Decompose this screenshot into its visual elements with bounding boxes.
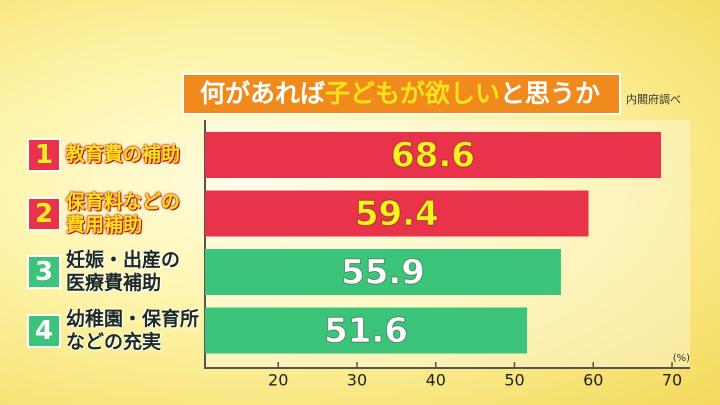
- x-tick-label: 60: [583, 371, 603, 390]
- title-part: と思うか: [500, 79, 600, 108]
- value-label: 59.4: [355, 194, 439, 234]
- x-tick-label: 40: [426, 371, 446, 390]
- rank-label: 2: [27, 196, 61, 231]
- bar: [205, 132, 661, 178]
- value-label: 68.6: [391, 136, 475, 176]
- rank-label: 1: [27, 138, 61, 172]
- chart-title: 何があれば子どもが欲しいと思うか: [200, 79, 600, 108]
- category-label: 保育料などの 費用補助: [66, 190, 181, 236]
- x-tick-label: 70: [662, 371, 682, 390]
- category-label: 教育費の補助: [66, 143, 181, 166]
- title-part: 子どもが欲しい: [325, 79, 500, 108]
- x-tick-label: 20: [268, 371, 288, 390]
- title-box: [182, 73, 621, 115]
- rank-label: 4: [27, 313, 61, 348]
- rank-label: 3: [27, 255, 61, 289]
- value-label: 55.9: [341, 253, 425, 293]
- source: 内閣府調べ: [626, 92, 681, 106]
- unit: (%): [673, 353, 690, 364]
- value-label: 51.6: [324, 311, 408, 351]
- category-label: 幼稚園・保育所 などの充実: [66, 307, 200, 353]
- x-tick-label: 30: [347, 371, 367, 390]
- bar: [205, 249, 561, 295]
- bar: [205, 307, 528, 354]
- bar: [205, 190, 589, 237]
- title-part: 何があれば: [200, 79, 325, 108]
- category-label: 妊娠・出産の 医療費補助: [66, 249, 181, 294]
- x-tick-label: 50: [504, 371, 524, 390]
